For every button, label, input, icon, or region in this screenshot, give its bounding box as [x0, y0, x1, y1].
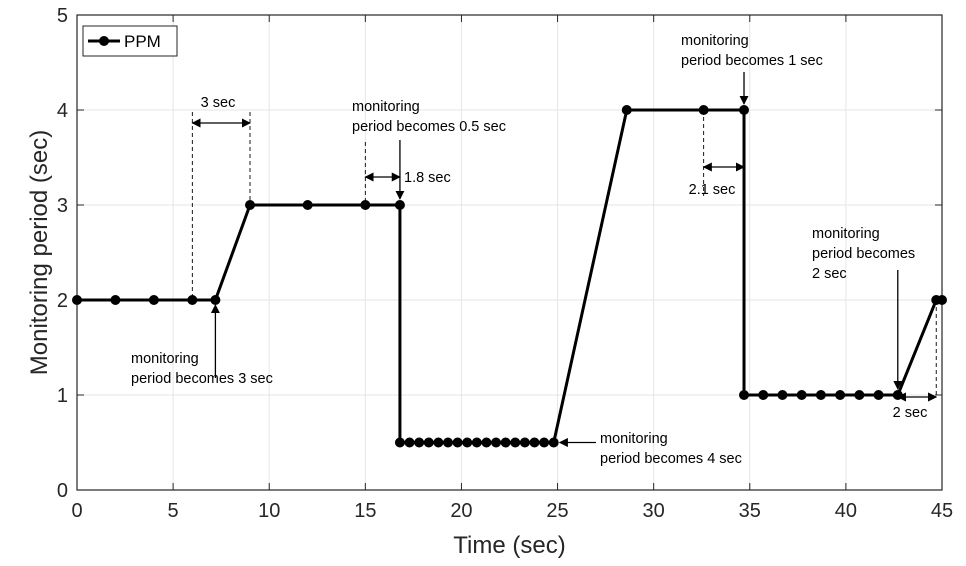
interval-3sec-label-line: 3 sec [201, 95, 236, 111]
legend: PPM [82, 25, 178, 57]
annotation-period-3-line: monitoring [131, 351, 199, 367]
data-point [210, 295, 221, 305]
data-point [245, 200, 255, 210]
data-point [621, 105, 632, 115]
data-point [796, 390, 807, 400]
data-point [937, 295, 947, 305]
annotation-period-3: monitoring period becomes 3 sec [131, 351, 273, 387]
data-point [739, 390, 750, 400]
data-point [739, 105, 750, 115]
data-point [510, 437, 521, 448]
annotation-period-2-line: period becomes [812, 246, 915, 262]
data-point [394, 437, 405, 448]
data-point [854, 390, 865, 400]
data-point [471, 437, 482, 448]
data-point [442, 437, 453, 448]
x-axis-title: Time (sec) [453, 532, 565, 559]
interval-2sec-label-line: 2 sec [893, 405, 928, 421]
y-tick-label: 1 [57, 385, 68, 407]
data-point [481, 437, 492, 448]
data-point [815, 390, 826, 400]
interval-2sec-label: 2 sec [893, 405, 928, 421]
data-point [777, 390, 788, 400]
x-tick-label: 5 [168, 500, 179, 522]
data-point [539, 437, 550, 448]
data-point [414, 437, 425, 448]
x-tick-label: 40 [835, 500, 857, 522]
x-tick-label: 0 [71, 500, 82, 522]
data-point [110, 295, 121, 305]
data-point [462, 437, 473, 448]
y-tick-label: 4 [57, 100, 68, 122]
data-point [187, 295, 198, 305]
x-tick-label: 10 [258, 500, 280, 522]
data-point [548, 437, 559, 448]
data-point [873, 390, 884, 400]
data-point [423, 437, 434, 448]
interval-1-8sec-label: 1.8 sec [404, 170, 451, 186]
annotation-period-2-line: monitoring [812, 226, 880, 242]
data-point [452, 437, 463, 448]
y-tick-label: 0 [57, 480, 68, 502]
legend-label-ppm: PPM [124, 32, 161, 51]
data-point [892, 390, 903, 400]
series-ppm [72, 105, 947, 448]
annotation-period-1: monitoring period becomes 1 sec [681, 33, 823, 69]
x-tick-label: 45 [931, 500, 953, 522]
annotations: monitoring period becomes 3 sec 3 sec monit… [131, 33, 938, 467]
x-tick-label: 20 [450, 500, 472, 522]
x-tick-label: 35 [739, 500, 761, 522]
plot-frame [76, 14, 943, 491]
annotation-period-0-5-line: period becomes 0.5 sec [352, 119, 506, 135]
data-point [394, 200, 405, 210]
data-point [758, 390, 769, 400]
annotation-period-1-line: monitoring [681, 33, 749, 49]
annotation-period-2-line: 2 sec [812, 266, 847, 282]
data-point [148, 295, 159, 305]
data-point [519, 437, 530, 448]
data-point [491, 437, 502, 448]
interval-1-8sec-label-line: 1.8 sec [404, 170, 451, 186]
x-tick-label: 15 [354, 500, 376, 522]
y-tick-label: 2 [57, 290, 68, 312]
data-point [433, 437, 444, 448]
annotation-period-4-line: period becomes 4 sec [600, 451, 742, 467]
x-tick-label: 30 [643, 500, 665, 522]
data-point [72, 295, 82, 305]
annotation-period-3-line: period becomes 3 sec [131, 371, 273, 387]
annotation-period-4: monitoring period becomes 4 sec [600, 431, 742, 467]
annotation-period-4-line: monitoring [600, 431, 668, 447]
legend-marker-sample [99, 36, 109, 46]
annotation-period-2: monitoring period becomes 2 sec [812, 226, 915, 282]
data-point [302, 200, 313, 210]
data-point [404, 437, 415, 448]
y-tick-label: 3 [57, 195, 68, 217]
y-axis-title: Monitoring period (sec) [26, 130, 53, 375]
data-point [529, 437, 540, 448]
y-tick-label: 5 [57, 5, 68, 27]
interval-3sec-label: 3 sec [201, 95, 236, 111]
x-tick-label: 25 [546, 500, 568, 522]
annotation-period-1-line: period becomes 1 sec [681, 53, 823, 69]
annotation-period-0-5: monitoring period becomes 0.5 sec [352, 99, 506, 135]
annotation-period-0-5-line: monitoring [352, 99, 420, 115]
data-point [698, 105, 709, 115]
data-point [360, 200, 371, 210]
interval-2-1sec-label-line: 2.1 sec [689, 182, 736, 198]
data-point [835, 390, 846, 400]
data-point [500, 437, 511, 448]
interval-2-1sec-label: 2.1 sec [689, 182, 736, 198]
